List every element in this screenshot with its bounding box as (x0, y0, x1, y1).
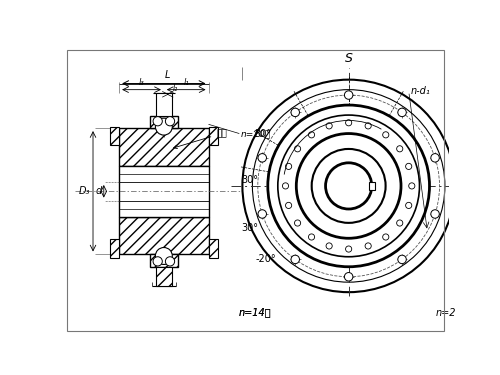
Circle shape (166, 257, 174, 266)
Text: 油杯: 油杯 (174, 129, 227, 149)
Text: 30°: 30° (242, 175, 258, 185)
Circle shape (153, 117, 162, 126)
Text: n=2: n=2 (436, 308, 456, 318)
Circle shape (344, 273, 353, 281)
Circle shape (396, 220, 403, 226)
Circle shape (153, 257, 162, 266)
Bar (156, 267, 172, 286)
Circle shape (406, 164, 412, 170)
Circle shape (242, 80, 455, 292)
Bar (110, 127, 119, 145)
Circle shape (326, 123, 332, 129)
Text: L: L (165, 70, 170, 80)
Circle shape (156, 118, 172, 135)
Circle shape (312, 149, 386, 223)
Circle shape (286, 202, 292, 208)
Circle shape (431, 154, 440, 162)
Text: n=14时: n=14时 (238, 308, 271, 318)
Circle shape (406, 202, 412, 208)
Circle shape (291, 108, 300, 117)
Text: l₃: l₃ (138, 78, 144, 87)
Circle shape (294, 220, 300, 226)
Text: n-d₁: n-d₁ (410, 86, 430, 96)
Circle shape (346, 246, 352, 252)
Circle shape (268, 105, 430, 267)
Bar (119, 128, 208, 166)
Bar (156, 93, 172, 116)
Bar (119, 166, 208, 217)
Bar (150, 116, 178, 128)
Circle shape (282, 183, 288, 189)
Text: D₃: D₃ (78, 186, 90, 196)
Circle shape (296, 134, 401, 238)
Text: S: S (344, 52, 352, 65)
Circle shape (291, 255, 300, 264)
Circle shape (382, 132, 389, 138)
Bar (208, 239, 218, 258)
Text: -20°: -20° (255, 254, 276, 264)
Bar (119, 217, 208, 255)
Bar (110, 239, 119, 258)
Text: n=10时: n=10时 (241, 129, 271, 138)
Circle shape (431, 210, 440, 218)
Circle shape (365, 243, 371, 249)
Circle shape (346, 120, 352, 126)
Text: 30°: 30° (254, 129, 271, 138)
Circle shape (326, 243, 332, 249)
Circle shape (308, 132, 314, 138)
Circle shape (308, 234, 314, 240)
Text: 30°: 30° (242, 223, 258, 233)
Circle shape (166, 117, 174, 126)
Circle shape (156, 248, 172, 264)
Circle shape (365, 123, 371, 129)
Circle shape (408, 183, 415, 189)
Text: D: D (362, 187, 370, 197)
Circle shape (326, 163, 372, 209)
Circle shape (286, 164, 292, 170)
Circle shape (294, 146, 300, 152)
Circle shape (398, 108, 406, 117)
Circle shape (258, 210, 266, 218)
Text: n=14时: n=14时 (238, 308, 271, 318)
Text: d: d (95, 186, 102, 196)
Circle shape (398, 255, 406, 264)
Circle shape (258, 154, 266, 162)
Text: l₂: l₂ (173, 84, 178, 93)
Bar (370, 182, 375, 190)
Circle shape (344, 91, 353, 99)
Circle shape (278, 115, 420, 257)
Bar (150, 255, 178, 267)
Circle shape (382, 234, 389, 240)
Circle shape (252, 90, 445, 282)
Bar (208, 127, 218, 145)
Text: l₁: l₁ (184, 78, 189, 87)
Circle shape (396, 146, 403, 152)
